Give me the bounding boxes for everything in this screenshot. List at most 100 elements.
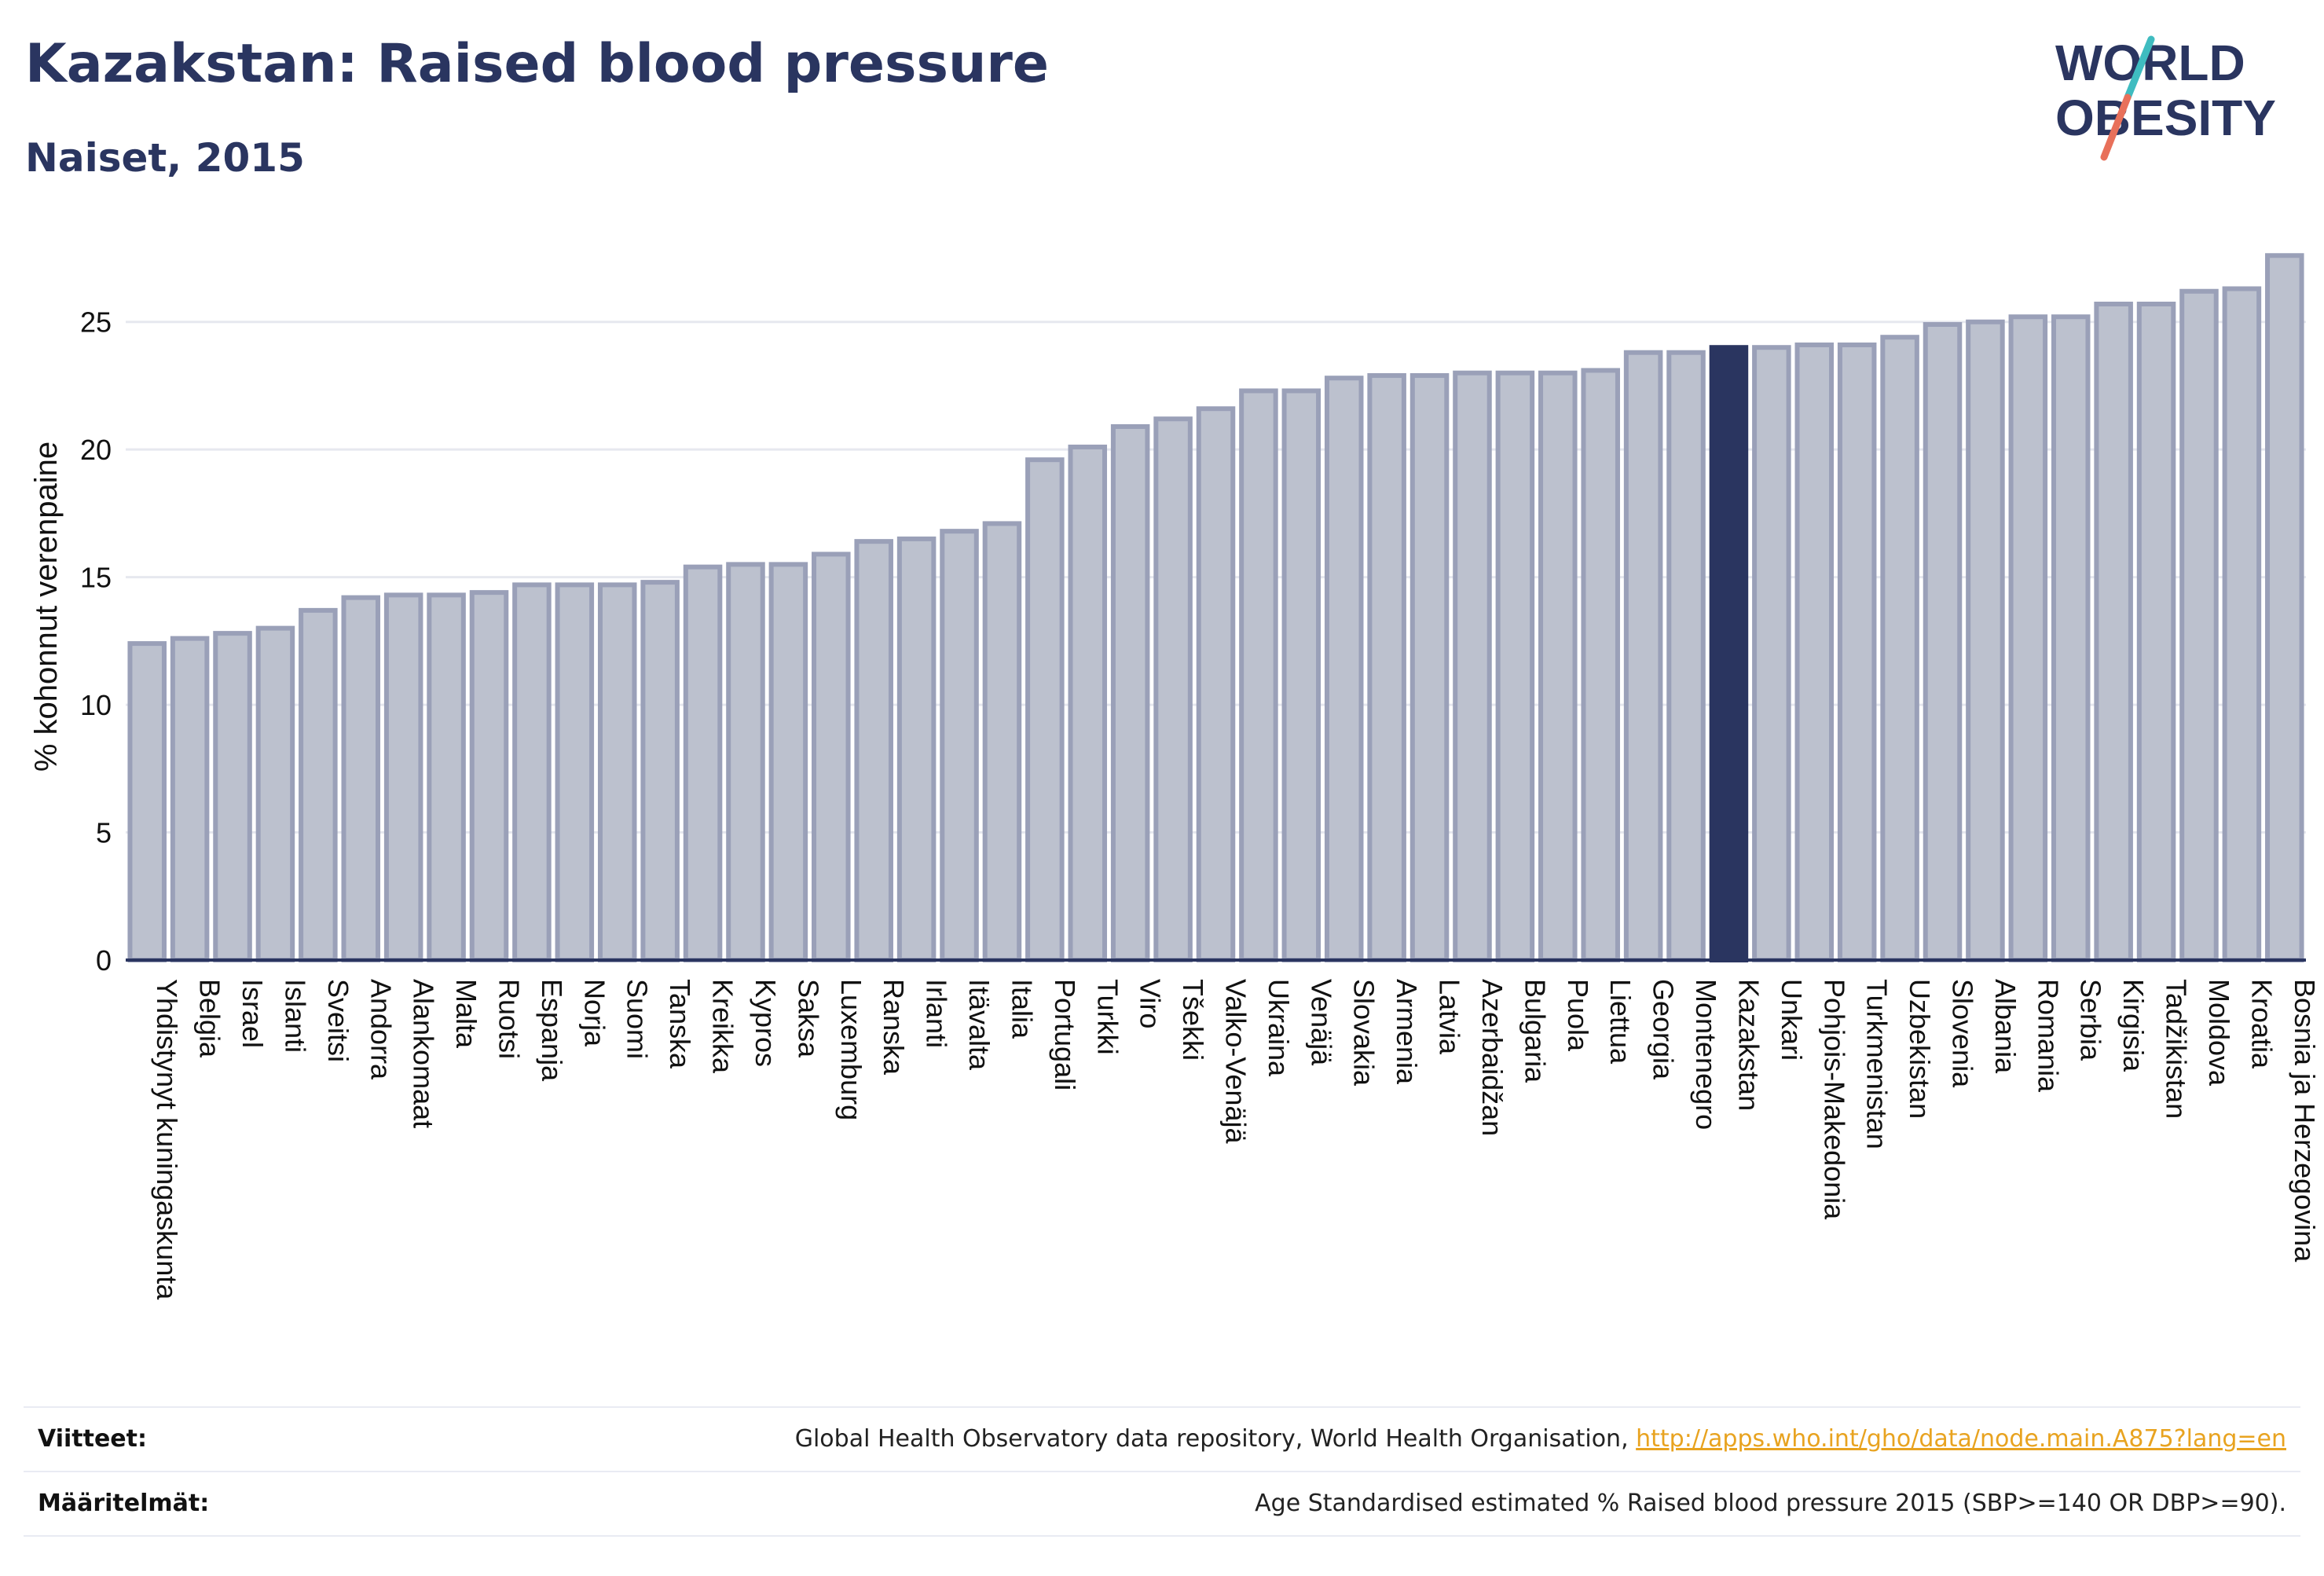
x-tick-label: Andorra bbox=[365, 979, 397, 1080]
bar[interactable] bbox=[555, 582, 595, 963]
bar[interactable] bbox=[1324, 376, 1364, 963]
bar[interactable] bbox=[726, 562, 765, 962]
bar[interactable] bbox=[1196, 406, 1236, 962]
bar[interactable] bbox=[127, 641, 167, 963]
x-tick-label: Kroatia bbox=[2245, 979, 2278, 1069]
bar[interactable] bbox=[896, 536, 937, 962]
x-tick-label: Tanska bbox=[664, 979, 696, 1069]
x-tick-label: Malta bbox=[450, 979, 482, 1049]
x-tick-label: Tšekki bbox=[1177, 979, 1209, 1061]
bar[interactable] bbox=[1110, 423, 1150, 962]
bar[interactable] bbox=[854, 539, 893, 962]
chart-title: Kazakstan: Raised blood pressure bbox=[25, 33, 1050, 95]
references-link[interactable]: http://apps.who.int/gho/data/node.main.A… bbox=[1636, 1425, 2286, 1453]
bar[interactable] bbox=[170, 636, 210, 962]
bar[interactable] bbox=[683, 564, 723, 962]
bar[interactable] bbox=[940, 529, 979, 962]
x-tick-label: Suomi bbox=[621, 979, 654, 1059]
x-tick-label: Serbia bbox=[2075, 979, 2107, 1061]
bar[interactable] bbox=[1794, 342, 1835, 962]
x-tick-label: Albania bbox=[1989, 979, 2022, 1074]
bar[interactable] bbox=[1581, 368, 1620, 962]
x-tick-label: Azerbaidžan bbox=[1476, 979, 1508, 1136]
bar[interactable] bbox=[1752, 345, 1791, 962]
x-tick-label: Italia bbox=[1006, 979, 1038, 1039]
bar[interactable] bbox=[1966, 319, 2005, 962]
bar[interactable] bbox=[2136, 301, 2176, 963]
bar[interactable] bbox=[512, 582, 552, 963]
x-tick-labels: Yhdistynyt kuningaskunta Belgia Israel Isla… bbox=[151, 979, 2321, 1300]
bar[interactable] bbox=[812, 552, 851, 962]
x-tick-label: Belgia bbox=[194, 979, 226, 1058]
bar[interactable] bbox=[1153, 416, 1193, 962]
x-tick-label: Ranska bbox=[878, 979, 910, 1076]
x-tick-label: Georgia bbox=[1648, 979, 1680, 1080]
bar[interactable] bbox=[1367, 372, 1406, 962]
bar[interactable] bbox=[1837, 342, 1877, 962]
bar[interactable] bbox=[1409, 372, 1450, 962]
references-label: Viitteet: bbox=[38, 1425, 147, 1453]
bar[interactable] bbox=[2222, 286, 2262, 962]
x-tick-label: Kypros bbox=[750, 979, 782, 1067]
logo-text-obesity: OBESITY bbox=[2055, 90, 2276, 146]
bar[interactable] bbox=[1025, 457, 1065, 962]
x-tick-label: Armenia bbox=[1391, 979, 1423, 1085]
bar[interactable] bbox=[1880, 335, 1919, 962]
x-tick-label: Norja bbox=[578, 979, 610, 1047]
bar[interactable] bbox=[597, 582, 637, 963]
definitions-text: Age Standardised estimated % Raised bloo… bbox=[1255, 1490, 2286, 1517]
bar[interactable] bbox=[1538, 370, 1578, 962]
bar[interactable] bbox=[1623, 350, 1663, 963]
bar[interactable] bbox=[469, 590, 509, 962]
footer-divider-bottom bbox=[24, 1535, 2300, 1537]
x-tick-label: Uzbekistan bbox=[1904, 979, 1936, 1119]
bar[interactable] bbox=[2094, 301, 2133, 963]
bar[interactable] bbox=[213, 631, 252, 963]
bar[interactable] bbox=[1068, 444, 1108, 962]
x-tick-label: Valko-Venäjä bbox=[1220, 979, 1252, 1144]
x-tick-label: Bosnia ja Herzegovina bbox=[2289, 979, 2321, 1263]
bar[interactable] bbox=[383, 592, 423, 963]
x-tick-label: Turkki bbox=[1091, 979, 1124, 1055]
x-tick-label: Ruotsi bbox=[493, 979, 526, 1059]
y-tick-labels: 0 5 10 15 20 25 bbox=[80, 306, 112, 977]
bar[interactable] bbox=[341, 595, 381, 962]
bar[interactable] bbox=[1709, 345, 1749, 962]
bar[interactable] bbox=[2008, 314, 2048, 963]
x-tick-label: Itävalta bbox=[963, 979, 995, 1071]
footer-divider-middle bbox=[24, 1471, 2300, 1472]
logo-slash-teal bbox=[2124, 35, 2155, 101]
x-tick-label: Yhdistynyt kuningaskunta bbox=[151, 979, 183, 1300]
bar[interactable] bbox=[2179, 288, 2219, 962]
y-tick-label: 10 bbox=[80, 689, 112, 721]
x-tick-label: Islanti bbox=[279, 979, 311, 1053]
bar[interactable] bbox=[2265, 253, 2304, 962]
x-tick-label: Turkmenistan bbox=[1861, 979, 1893, 1149]
bar[interactable] bbox=[2051, 314, 2091, 963]
x-tick-label: Kirgisia bbox=[2117, 979, 2150, 1072]
bar[interactable] bbox=[255, 625, 295, 962]
references-text: Global Health Observatory data repositor… bbox=[795, 1425, 2286, 1453]
x-tick-label: Kazakstan bbox=[1732, 979, 1765, 1111]
bar[interactable] bbox=[299, 607, 338, 962]
bar[interactable] bbox=[1923, 321, 1963, 962]
bar[interactable] bbox=[640, 580, 680, 962]
x-tick-label: Slovenia bbox=[1947, 979, 1979, 1088]
x-tick-label: Pohjois-Makedonia bbox=[1818, 979, 1850, 1220]
bar[interactable] bbox=[1281, 388, 1321, 962]
bar[interactable] bbox=[1453, 370, 1492, 962]
footer-divider-top bbox=[24, 1406, 2300, 1408]
bar[interactable] bbox=[1239, 388, 1278, 962]
bar[interactable] bbox=[1666, 350, 1706, 963]
x-tick-label: Portugali bbox=[1049, 979, 1081, 1090]
x-tick-label: Montenegro bbox=[1690, 979, 1722, 1130]
x-tick-label: Moldova bbox=[2203, 979, 2235, 1087]
bar[interactable] bbox=[982, 521, 1022, 962]
x-tick-label: Viro bbox=[1135, 979, 1167, 1028]
bar[interactable] bbox=[768, 562, 808, 962]
bar[interactable] bbox=[427, 592, 466, 963]
bar[interactable] bbox=[1495, 370, 1535, 962]
definitions-label: Määritelmät: bbox=[38, 1490, 210, 1517]
x-tick-label: Ukraina bbox=[1263, 979, 1295, 1077]
bars bbox=[127, 253, 2304, 963]
